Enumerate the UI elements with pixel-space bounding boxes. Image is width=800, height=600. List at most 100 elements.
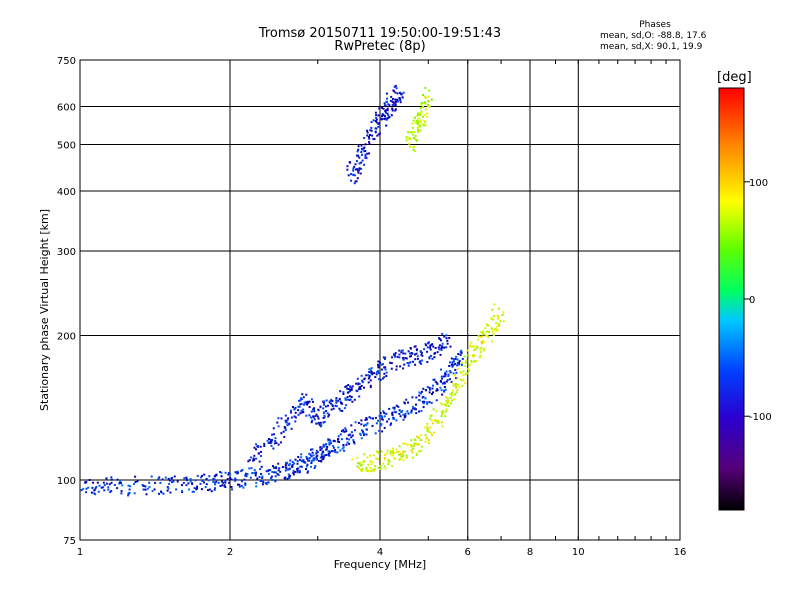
data-point (409, 355, 411, 358)
data-point (463, 355, 466, 358)
data-point (312, 400, 314, 403)
data-point (431, 387, 434, 390)
data-point (392, 406, 395, 409)
data-point (341, 447, 344, 450)
data-point (451, 399, 454, 402)
data-point (258, 460, 261, 463)
data-point (357, 383, 360, 386)
data-point (176, 480, 179, 483)
data-point (253, 454, 256, 457)
data-point (290, 416, 293, 419)
data-point (495, 322, 498, 324)
data-point (425, 401, 428, 404)
data-point (350, 436, 353, 439)
data-point (347, 384, 350, 386)
data-point (261, 479, 264, 482)
data-point (462, 374, 465, 377)
data-point (311, 451, 314, 454)
data-point (411, 133, 414, 136)
data-point (398, 349, 401, 352)
data-point (205, 483, 208, 486)
data-point (320, 447, 323, 450)
data-point (455, 371, 458, 374)
data-point (357, 171, 360, 174)
phase-stats: Phases mean, sd,O: -88.8, 17.6 mean, sd,… (600, 20, 710, 53)
data-point (148, 485, 151, 488)
data-point (313, 407, 315, 410)
data-point (213, 488, 216, 491)
data-point (361, 381, 364, 384)
data-point (407, 350, 410, 353)
data-point (383, 411, 385, 414)
data-point (409, 347, 412, 350)
data-point (413, 345, 416, 348)
data-point (379, 117, 382, 120)
data-point (372, 137, 375, 140)
data-point (316, 422, 319, 425)
data-point (356, 177, 359, 180)
data-point (445, 396, 448, 399)
y-tick-label: 600 (57, 103, 76, 114)
data-point (443, 389, 446, 392)
data-point (434, 380, 437, 383)
data-point (448, 378, 451, 381)
data-point (420, 439, 423, 442)
data-point (356, 377, 359, 380)
data-point (352, 441, 355, 443)
data-point (308, 400, 311, 403)
data-point (425, 115, 428, 118)
data-point (259, 468, 262, 471)
data-point (378, 378, 381, 381)
data-point (394, 109, 397, 112)
data-point (299, 403, 302, 406)
data-point (145, 493, 148, 496)
data-point (403, 363, 406, 366)
data-point (258, 475, 261, 478)
data-point (345, 385, 348, 388)
data-point (310, 465, 312, 468)
data-point (260, 465, 263, 468)
data-point (438, 338, 441, 340)
data-point (385, 371, 388, 374)
data-point (421, 400, 424, 403)
data-point (439, 353, 442, 356)
data-point (394, 103, 397, 106)
axes: 1 2 4 6 8 10 16 75 100 200 300 400 500 600 750 (57, 56, 686, 558)
data-point (272, 465, 274, 468)
data-point (496, 329, 499, 332)
data-point (348, 399, 351, 402)
data-point (460, 363, 463, 366)
data-point (187, 482, 190, 485)
data-point (148, 481, 151, 484)
data-point (391, 356, 393, 359)
data-point (323, 403, 326, 406)
data-point (181, 489, 183, 492)
data-point (433, 431, 435, 434)
data-point (431, 434, 433, 437)
data-point (385, 124, 388, 127)
data-point (387, 103, 390, 106)
data-point (272, 433, 275, 436)
data-point (350, 388, 353, 391)
data-point (418, 391, 421, 394)
data-point (134, 481, 137, 483)
data-point (462, 378, 465, 381)
data-point (423, 348, 426, 351)
data-point (240, 480, 243, 483)
data-point (383, 102, 386, 105)
data-point (159, 481, 162, 484)
data-point (412, 360, 414, 363)
data-point (317, 408, 320, 411)
data-point (277, 443, 280, 446)
data-point (311, 419, 314, 422)
y-tick-label: 75 (63, 536, 76, 547)
data-point (464, 365, 467, 368)
y-tick-label: 500 (57, 141, 76, 152)
data-point (424, 440, 427, 443)
data-point (120, 481, 122, 484)
data-point (455, 386, 458, 389)
data-point (424, 433, 427, 436)
x-tick-label: 8 (527, 547, 533, 558)
data-point (203, 481, 206, 484)
data-point (212, 477, 215, 480)
